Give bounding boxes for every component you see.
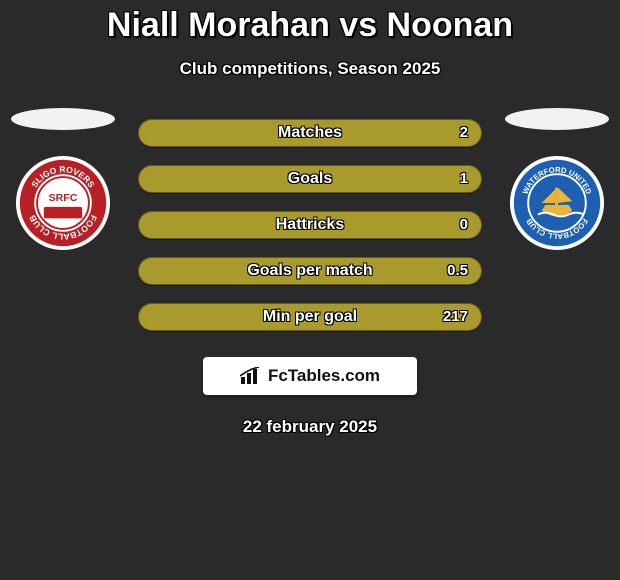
stat-label: Goals: [138, 165, 482, 193]
stat-value-right: 2: [460, 119, 468, 147]
stat-bar: Min per goal 217: [138, 303, 482, 331]
stat-label: Goals per match: [138, 257, 482, 285]
avatar-right-icon: [504, 107, 610, 131]
stat-bar: Goals 1: [138, 165, 482, 193]
stat-value-right: 0: [460, 211, 468, 239]
player-col-left: SLIGO ROVERS FOOTBALL CLUB SRFC: [8, 107, 118, 251]
stat-value-right: 217: [443, 303, 468, 331]
avatar-left-icon: [10, 107, 116, 131]
sligo-rovers-crest-icon: SLIGO ROVERS FOOTBALL CLUB SRFC: [15, 155, 111, 251]
stat-value-right: 1: [460, 165, 468, 193]
stat-bar: Goals per match 0.5: [138, 257, 482, 285]
brand-badge[interactable]: FcTables.com: [203, 357, 417, 395]
stat-label: Min per goal: [138, 303, 482, 331]
player-col-right: WATERFORD UNITED FOOTBALL CLUB: [502, 107, 612, 251]
bar-chart-icon: [240, 367, 262, 385]
comparison-card: Niall Morahan vs Noonan Club competition…: [0, 0, 620, 580]
generation-date: 22 february 2025: [0, 417, 620, 437]
club-crest-right: WATERFORD UNITED FOOTBALL CLUB: [509, 155, 605, 251]
stat-value-right: 0.5: [447, 257, 468, 285]
page-subtitle: Club competitions, Season 2025: [0, 59, 620, 79]
stat-bars: Matches 2 Goals 1 Hattricks 0 Goals per …: [138, 119, 482, 349]
stat-label: Matches: [138, 119, 482, 147]
stat-label: Hattricks: [138, 211, 482, 239]
waterford-united-crest-icon: WATERFORD UNITED FOOTBALL CLUB: [509, 155, 605, 251]
svg-text:SRFC: SRFC: [49, 192, 78, 204]
comparison-main: SLIGO ROVERS FOOTBALL CLUB SRFC: [0, 119, 620, 339]
brand-text: FcTables.com: [268, 366, 380, 386]
club-crest-left: SLIGO ROVERS FOOTBALL CLUB SRFC: [15, 155, 111, 251]
stat-bar: Hattricks 0: [138, 211, 482, 239]
page-title: Niall Morahan vs Noonan: [0, 0, 620, 45]
stat-bar: Matches 2: [138, 119, 482, 147]
